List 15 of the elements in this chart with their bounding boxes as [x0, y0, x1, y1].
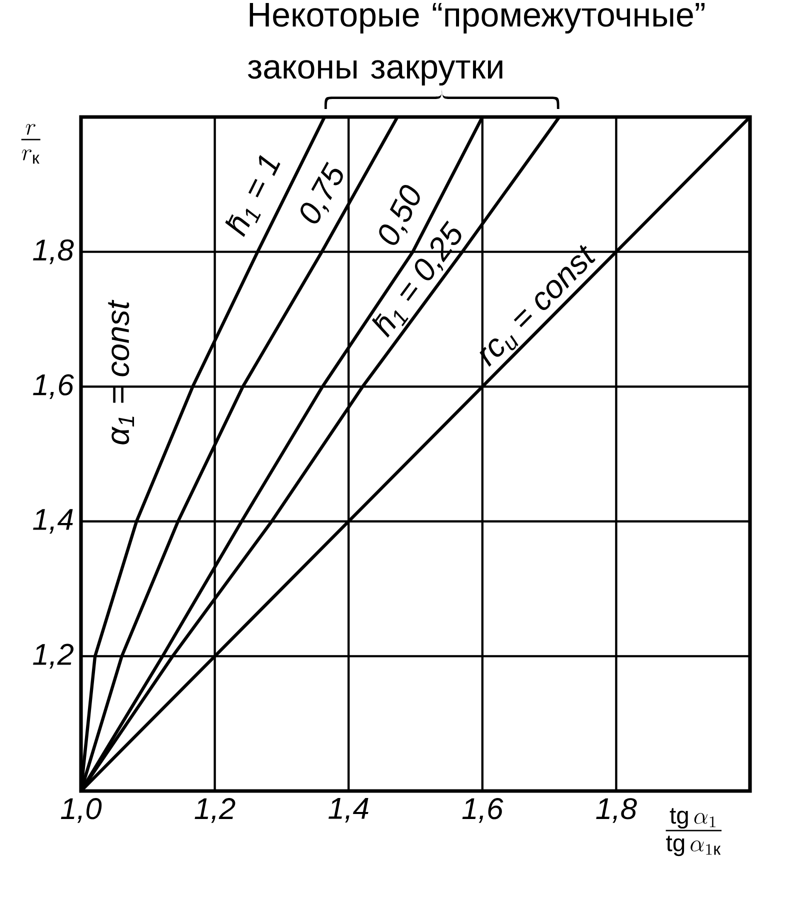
y-axis-title: $\frac{r}{r_{\textrm{к}}}$ [21, 124, 40, 164]
x-axis-title: $\frac{\mathrm{tg}\,\alpha_{1}}{\mathrm{tg}\,\alpha_{1\textrm{к}}}$ [666, 808, 722, 856]
x-tick-label: 1,2 [194, 798, 236, 823]
y-tick-label: 1,6 [33, 374, 74, 399]
text: h̄$_{1}$ = 1 [225, 154, 280, 238]
x-tick-label: 1,4 [328, 798, 368, 823]
y-tick-label: 1,2 [33, 644, 74, 669]
x-tick-label: 1,8 [596, 798, 637, 823]
x-tick-label: 1,0 [60, 798, 102, 823]
chart-title: Некоторые “промежуточные” законы закрутки [248, 3, 704, 86]
y-tick-label: 1,4 [33, 509, 73, 534]
x-tick-label: 1,6 [462, 798, 504, 823]
annotation: α$_{1}$ = const [108, 300, 134, 444]
y-tick-label: 1,8 [33, 239, 74, 264]
text: 0,75 [300, 162, 343, 224]
